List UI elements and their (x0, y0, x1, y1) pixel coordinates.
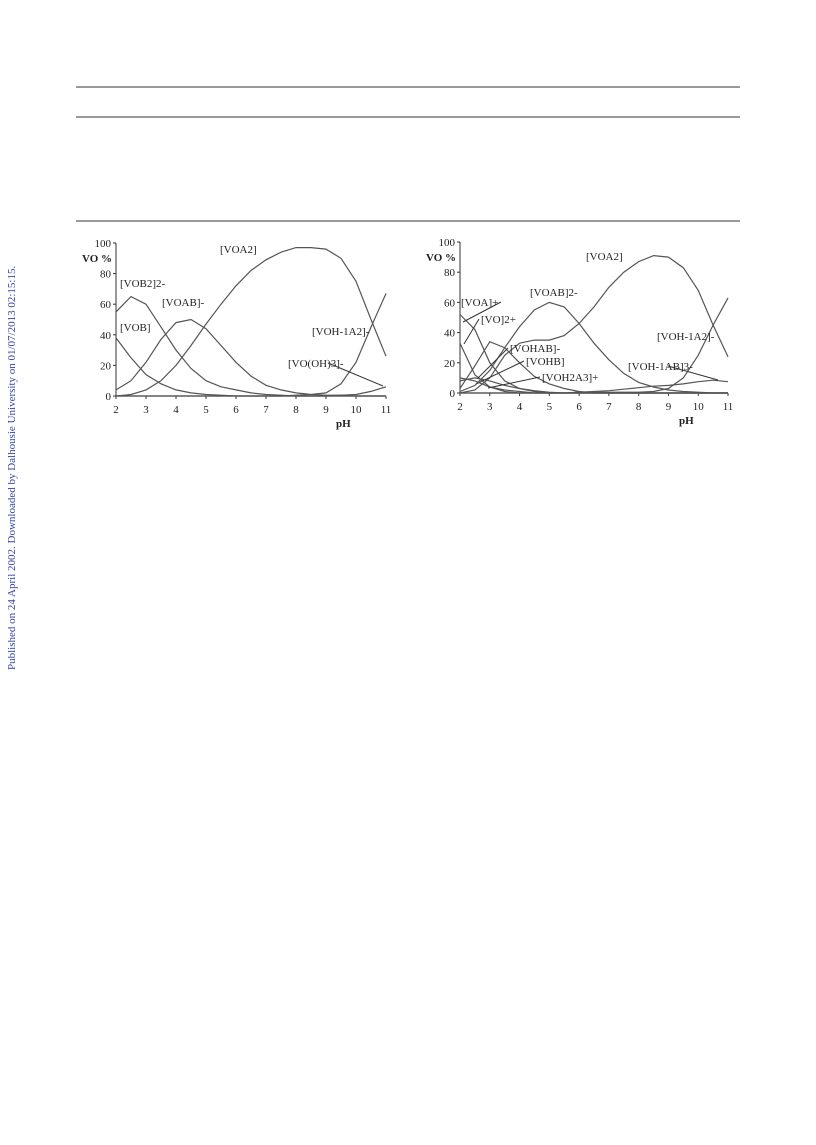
series-label: [VOH-1AB]3- (628, 361, 693, 373)
x-tick-label: 9 (666, 401, 672, 413)
x-tick-label: 6 (576, 401, 582, 413)
x-tick-label: 8 (636, 401, 642, 413)
y-tick-label: 40 (100, 330, 112, 342)
x-axis-label: pH (336, 418, 351, 430)
y-tick-label: 60 (100, 299, 112, 311)
series-label: [VOB2]2- (120, 278, 166, 290)
y-tick-label: 0 (106, 391, 112, 403)
x-tick-label: 8 (293, 404, 299, 416)
series-label: [VO]2+ (481, 314, 516, 326)
pointer (475, 360, 525, 385)
y-tick-label: 60 (444, 297, 456, 309)
y-tick-label: 100 (439, 237, 456, 249)
x-tick-label: 3 (487, 401, 493, 413)
x-tick-label: 5 (203, 404, 209, 416)
pointer (463, 318, 480, 345)
y-tick-label: 100 (95, 238, 112, 250)
series-line (459, 377, 728, 394)
pointer (487, 376, 541, 389)
series-line (460, 379, 729, 394)
x-tick-label: 7 (263, 404, 269, 416)
pointer (477, 347, 509, 379)
series-line (459, 254, 729, 394)
pointer (462, 301, 502, 323)
x-tick-label: 2 (457, 401, 463, 413)
series-label: [VOAB]- (162, 297, 204, 309)
y-tick-label: 20 (444, 358, 456, 370)
x-tick-label: 4 (517, 401, 523, 413)
series-label: [VOAB]2- (530, 287, 578, 299)
y-tick-label: 80 (100, 269, 112, 281)
x-tick-label: 3 (143, 404, 149, 416)
series-label: [VOH-1A2]- (657, 331, 715, 343)
x-tick-label: 10 (351, 404, 363, 416)
y-tick-label: 40 (444, 328, 456, 340)
x-tick-label: 10 (693, 401, 705, 413)
series-line (115, 247, 387, 397)
y-axis-label: VO % (82, 253, 112, 265)
series-label: [VOA2] (586, 251, 623, 263)
series-label: [VOA2] (220, 244, 257, 256)
pointer (327, 362, 384, 387)
x-tick-label: 11 (723, 401, 734, 413)
series-line (116, 386, 387, 397)
series-label: [VOH-1A2]- (312, 326, 370, 338)
x-tick-label: 5 (547, 401, 553, 413)
y-tick-label: 0 (450, 388, 456, 400)
side-note: Published on 24 April 2002. Downloaded b… (6, 266, 18, 670)
x-tick-label: 4 (173, 404, 179, 416)
y-axis-label: VO % (426, 252, 456, 264)
y-tick-label: 20 (100, 360, 112, 372)
series-label: [VOB] (120, 322, 151, 334)
series-label: [VOHB] (526, 356, 565, 368)
series-label: [VOH2A3]+ (542, 372, 598, 384)
x-tick-label: 9 (323, 404, 329, 416)
x-tick-label: 2 (113, 404, 119, 416)
series-label: [VOA]+ (461, 297, 498, 309)
x-tick-label: 11 (381, 404, 392, 416)
series-line (115, 295, 386, 397)
x-tick-label: 6 (233, 404, 239, 416)
series-label: [VO(OH)3]- (288, 358, 344, 370)
x-tick-label: 7 (606, 401, 612, 413)
series-label: [VOHAB]- (510, 343, 560, 355)
y-tick-label: 80 (444, 267, 456, 279)
pointer (667, 365, 719, 381)
x-axis-label: pH (679, 415, 694, 427)
